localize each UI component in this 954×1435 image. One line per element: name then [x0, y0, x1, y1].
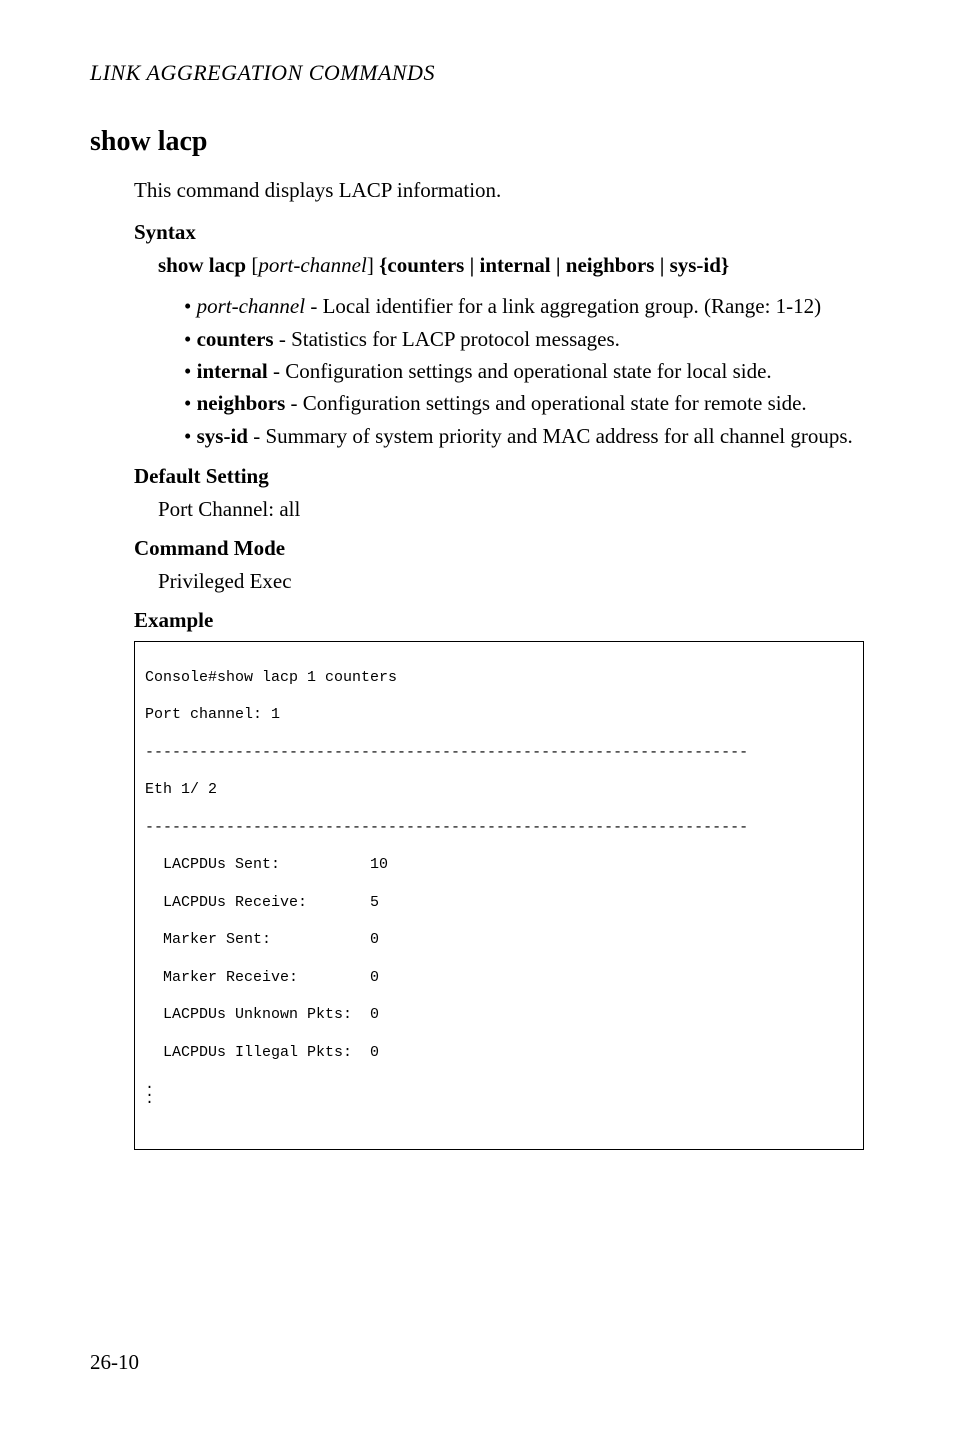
body-indent: This command displays LACP information. … [134, 176, 864, 1150]
code-line: Marker Sent: 0 [145, 931, 853, 950]
param-rest: - Summary of system priority and MAC add… [248, 424, 853, 448]
example-codebox: Console#show lacp 1 counters Port channe… [134, 641, 864, 1150]
syntax-portchannel: port-channel [258, 253, 366, 277]
code-line: LACPDUs Unknown Pkts: 0 [145, 1006, 853, 1025]
code-line: ----------------------------------------… [145, 819, 853, 838]
param-rest: - Configuration settings and operational… [268, 359, 772, 383]
code-line: Port channel: 1 [145, 706, 853, 725]
param-item: counters - Statistics for LACP protocol … [184, 325, 864, 353]
syntax-cmd: show lacp [158, 253, 246, 277]
vertical-dots-icon: . . . [145, 1081, 853, 1104]
param-rest: - Local identifier for a link aggregatio… [305, 294, 821, 318]
syntax-rest: {counters | internal | neighbors | sys-i… [374, 253, 729, 277]
code-line: Eth 1/ 2 [145, 781, 853, 800]
param-rest: - Statistics for LACP protocol messages. [274, 327, 620, 351]
syntax-label: Syntax [134, 220, 864, 245]
section-title: show lacp [90, 126, 864, 158]
param-name: counters [197, 327, 274, 351]
default-setting-label: Default Setting [134, 464, 864, 489]
param-item: internal - Configuration settings and op… [184, 357, 864, 385]
syntax-close-bracket: ] [367, 253, 374, 277]
code-line: Marker Receive: 0 [145, 969, 853, 988]
param-name: internal [197, 359, 268, 383]
running-header-text: LINK AGGREGATION COMMANDS [90, 60, 435, 85]
code-line: LACPDUs Illegal Pkts: 0 [145, 1044, 853, 1063]
param-name: sys-id [197, 424, 248, 448]
default-setting-value: Port Channel: all [134, 497, 864, 522]
param-name: neighbors [197, 391, 286, 415]
param-list: port-channel - Local identifier for a li… [134, 292, 864, 450]
code-line: Console#show lacp 1 counters [145, 669, 853, 688]
param-item: neighbors - Configuration settings and o… [184, 389, 864, 417]
command-mode-value: Privileged Exec [134, 569, 864, 594]
param-item: sys-id - Summary of system priority and … [184, 422, 864, 450]
page-container: LINK AGGREGATION COMMANDS show lacp This… [0, 0, 954, 1435]
code-line: LACPDUs Receive: 5 [145, 894, 853, 913]
param-name: port-channel [197, 294, 305, 318]
code-line: ----------------------------------------… [145, 744, 853, 763]
running-header: LINK AGGREGATION COMMANDS [90, 60, 864, 86]
command-mode-label: Command Mode [134, 536, 864, 561]
code-line: LACPDUs Sent: 10 [145, 856, 853, 875]
syntax-line: show lacp [port-channel] {counters | int… [134, 253, 864, 278]
example-label: Example [134, 608, 864, 633]
param-item: port-channel - Local identifier for a li… [184, 292, 864, 320]
param-rest: - Configuration settings and operational… [285, 391, 806, 415]
page-number: 26-10 [90, 1350, 864, 1375]
section-description: This command displays LACP information. [134, 176, 864, 204]
